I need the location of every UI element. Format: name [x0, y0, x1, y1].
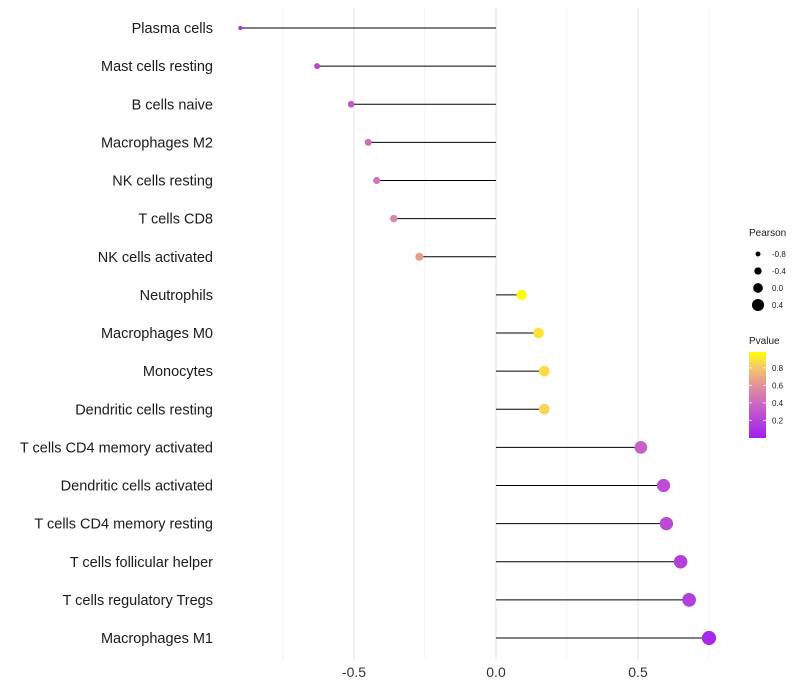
lollipop-stems [240, 27, 709, 639]
category-label: NK cells activated [98, 250, 213, 266]
lollipop-dot [659, 516, 674, 531]
pearson-legend-key [753, 283, 763, 293]
lollipop-dot [314, 63, 321, 70]
pearson-legend-key [751, 298, 765, 312]
category-label: Monocytes [143, 364, 213, 380]
pvalue-legend-label: 0.8 [772, 364, 784, 373]
x-axis-ticks: -0.5 0.0 0.5 [342, 664, 648, 680]
pvalue-legend-title: Pvalue [749, 336, 780, 347]
category-label: Macrophages M0 [101, 326, 213, 342]
pearson-legend: Pearson -0.8 -0.4 0.0 0.4 [749, 228, 786, 312]
category-label: Dendritic cells resting [75, 402, 213, 418]
pearson-legend-label: -0.4 [772, 267, 786, 276]
pearson-legend-label: 0.4 [772, 301, 784, 310]
pvalue-legend-label: 0.2 [772, 416, 784, 425]
pvalue-legend-label: 0.4 [772, 399, 784, 408]
lollipop-dot [389, 214, 398, 223]
category-label: T cells CD8 [138, 212, 213, 228]
x-tick-label: 0.0 [486, 664, 506, 680]
pvalue-legend-label: 0.6 [772, 381, 784, 390]
lollipop-dot [373, 176, 381, 185]
lollipop-dot [538, 365, 550, 377]
gridlines [282, 8, 710, 660]
category-labels: Plasma cells Mast cells resting B cells na… [20, 21, 213, 647]
lollipop-dot [533, 327, 544, 339]
category-label: T cells CD4 memory activated [20, 440, 213, 456]
pearson-legend-key [755, 251, 761, 257]
category-label: T cells CD4 memory resting [34, 517, 213, 533]
pearson-legend-label: -0.8 [772, 250, 786, 259]
lollipop-dot [347, 100, 355, 108]
category-label: Plasma cells [132, 21, 213, 37]
lollipop-dot [682, 592, 697, 607]
pvalue-legend: Pvalue 0.2 0.4 0.6 0.8 [749, 336, 784, 438]
pvalue-colorbar [749, 352, 766, 438]
lollipop-dot [673, 554, 688, 569]
lollipop-dot [238, 25, 243, 31]
lollipop-dot [516, 289, 527, 300]
category-label: Macrophages M1 [101, 631, 213, 647]
lollipop-dots [238, 25, 717, 646]
lollipop-dot [656, 478, 671, 493]
lollipop-dot [415, 252, 424, 261]
category-label: T cells follicular helper [70, 555, 213, 571]
lollipop-dot [364, 138, 372, 146]
category-label: Dendritic cells activated [61, 479, 213, 495]
category-label: T cells regulatory Tregs [63, 593, 213, 609]
category-label: B cells naive [132, 97, 213, 113]
lollipop-dot [701, 630, 717, 646]
pearson-legend-title: Pearson [749, 228, 786, 239]
pearson-legend-key [754, 267, 762, 275]
x-tick-label: -0.5 [342, 664, 366, 680]
lollipop-dot [634, 440, 648, 454]
category-label: Mast cells resting [101, 59, 213, 75]
category-label: Macrophages M2 [101, 135, 213, 151]
lollipop-dot [538, 403, 550, 415]
pearson-legend-label: 0.0 [772, 284, 784, 293]
category-label: Neutrophils [140, 288, 213, 304]
x-tick-label: 0.5 [628, 664, 648, 680]
category-label: NK cells resting [112, 174, 213, 190]
